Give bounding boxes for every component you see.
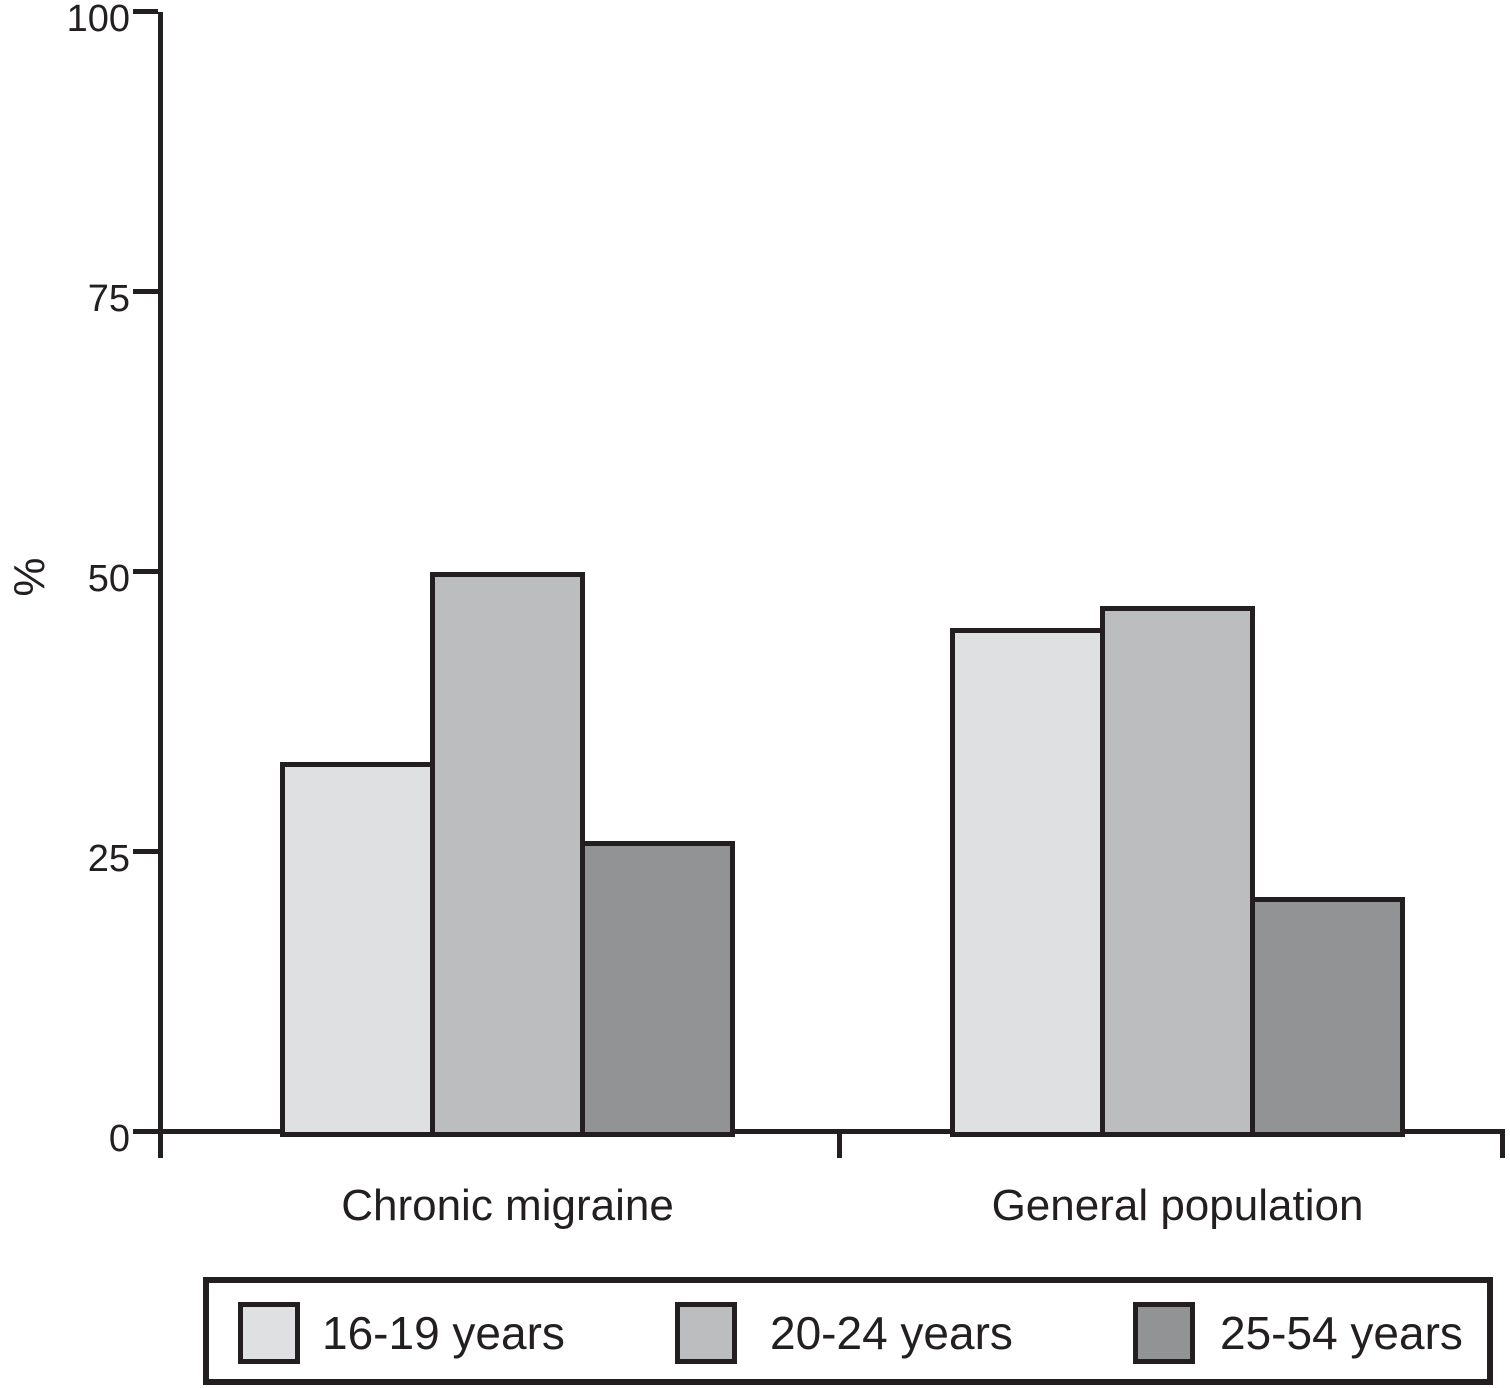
legend-swatch-25-54-years <box>1133 1302 1195 1364</box>
x-axis-end-tick <box>1500 1129 1505 1158</box>
bar-chronic-migraine-16-19-years <box>280 762 435 1137</box>
category-label: General population <box>991 1181 1364 1230</box>
bar-general-population-25-54-years <box>1250 896 1405 1137</box>
y-axis-line <box>158 12 163 1158</box>
legend-label: 20-24 years <box>770 1307 1013 1359</box>
category-label: Chronic migraine <box>341 1181 674 1230</box>
y-tick-label: 25 <box>87 838 130 880</box>
legend-label: 25-54 years <box>1220 1307 1463 1359</box>
legend-swatch-16-19-years <box>238 1302 300 1364</box>
y-tick <box>133 1129 158 1134</box>
legend-box: 16-19 years 20-24 years 25-54 years <box>203 1277 1493 1385</box>
legend-swatch-20-24-years <box>675 1302 737 1364</box>
y-tick-label: 100 <box>66 0 130 40</box>
legend-label: 16-19 years <box>322 1307 565 1359</box>
bar-general-population-20-24-years <box>1100 605 1255 1137</box>
y-tick <box>133 289 158 294</box>
bar-chronic-migraine-25-54-years <box>580 840 735 1137</box>
y-tick <box>133 569 158 574</box>
y-tick-label: 50 <box>87 558 130 600</box>
bar-general-population-16-19-years <box>950 628 1105 1137</box>
group-separator-tick <box>837 1129 842 1158</box>
y-tick-label: 75 <box>87 278 130 320</box>
y-tick-label: 0 <box>108 1118 130 1160</box>
x-axis-line <box>158 1129 1505 1134</box>
y-tick <box>133 9 158 14</box>
y-tick <box>133 849 158 854</box>
bar-chronic-migraine-20-24-years <box>430 572 585 1137</box>
